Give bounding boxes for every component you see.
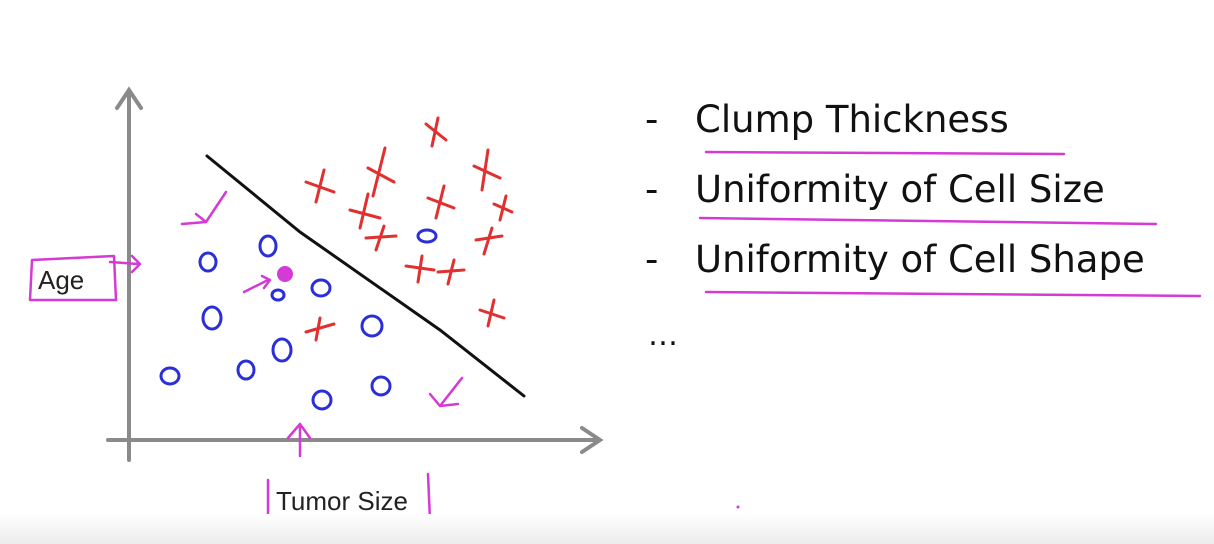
x-marker <box>436 258 466 286</box>
x-marker <box>492 194 514 222</box>
x-marker <box>426 184 456 220</box>
o-marker <box>236 359 256 381</box>
more-features-ellipsis: … <box>648 318 678 353</box>
x-marker <box>366 146 396 198</box>
underline-uniformity-cell-size <box>698 216 1158 226</box>
o-marker <box>271 337 293 363</box>
y-axis-arrowhead <box>115 86 143 110</box>
o-marker <box>198 251 218 273</box>
o-marker <box>416 228 438 244</box>
x-marker <box>424 116 448 148</box>
feature-item: - Uniformity of Cell Size <box>645 168 1105 211</box>
feature-item: - Clump Thickness <box>645 98 1009 141</box>
axes <box>106 86 604 462</box>
decision-boundary-line <box>205 154 526 398</box>
x-marker <box>348 192 382 230</box>
o-marker <box>159 366 181 386</box>
underline-clump-thickness <box>704 150 1066 156</box>
x-marker <box>478 298 506 328</box>
query-point-dot <box>277 266 293 282</box>
x-marker <box>364 224 398 252</box>
x-marker <box>472 148 502 192</box>
x-axis-label: Tumor Size <box>276 486 408 516</box>
x-axis-arrowhead <box>580 426 604 454</box>
age-label-box <box>28 254 118 302</box>
o-marker <box>311 389 333 411</box>
x-marker <box>304 168 336 204</box>
tumor-size-arrow <box>286 422 312 458</box>
arrow-toward-benign-region <box>180 190 228 226</box>
x-marker <box>404 254 436 284</box>
feature-label: Uniformity of Cell Size <box>695 168 1105 211</box>
arrow-toward-lower-right <box>428 376 464 408</box>
o-marker <box>270 288 286 302</box>
y-axis-label: Age <box>38 265 85 295</box>
underline-uniformity-cell-shape <box>704 290 1202 298</box>
feature-label: Uniformity of Cell Shape <box>695 238 1145 281</box>
x-marker <box>304 316 336 342</box>
benign-markers <box>159 228 438 411</box>
o-marker <box>310 278 332 298</box>
o-marker <box>201 305 223 331</box>
o-marker <box>370 375 392 397</box>
feature-item: - Uniformity of Cell Shape <box>645 238 1145 281</box>
stray-dot <box>736 505 740 509</box>
bottom-fade <box>0 514 1214 544</box>
x-marker <box>474 226 504 256</box>
feature-list: - Clump Thickness - Uniformity of Cell S… <box>645 98 1145 308</box>
o-marker <box>360 314 384 338</box>
arrow-to-query-point <box>242 274 272 294</box>
o-marker <box>258 234 278 258</box>
malignant-markers <box>304 116 514 342</box>
feature-label: Clump Thickness <box>695 98 1009 141</box>
